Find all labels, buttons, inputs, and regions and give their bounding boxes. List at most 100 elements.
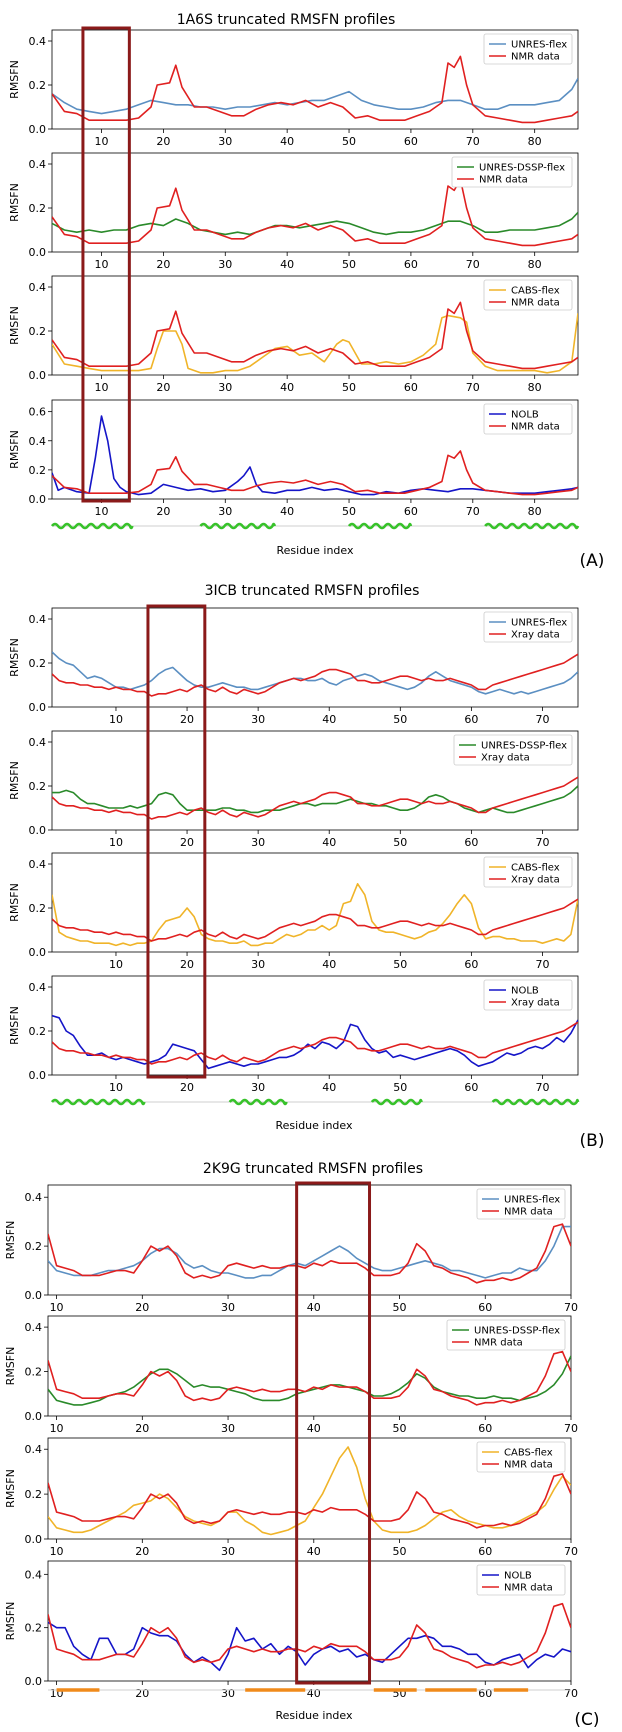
x-axis-label: Residue index (275, 1709, 353, 1722)
x-tick-label: 30 (221, 1545, 235, 1558)
y-axis-label: RMSFN (8, 430, 21, 469)
x-tick-label: 40 (307, 1422, 321, 1435)
x-tick-label: 20 (135, 1545, 149, 1558)
legend-label: Xray data (511, 998, 560, 1009)
x-tick-label: 30 (221, 1301, 235, 1314)
chart-1: 1A6S truncated RMSFN profiles 0.0 0.2 0.4 10… (8, 12, 604, 571)
series-group (52, 1014, 578, 1070)
axes-frame (51, 730, 579, 831)
x-tick-label: 60 (478, 1422, 492, 1435)
panel-label: (A) (580, 551, 605, 571)
x-tick-label: 20 (156, 381, 170, 394)
x-tick-label: 30 (218, 258, 232, 271)
y-axis-label: RMSFN (8, 638, 21, 677)
x-tick-label: 30 (221, 1422, 235, 1435)
x-tick-label: 60 (404, 381, 418, 394)
x-tick-label: 20 (156, 505, 170, 518)
secondary-structure-track (50, 1098, 580, 1106)
y-axis-label: RMSFN (4, 1602, 17, 1641)
x-tick-label: 70 (466, 135, 480, 148)
x-tick-label: 80 (528, 258, 542, 271)
y-axis-label: RMSFN (8, 183, 21, 222)
helix-segment (199, 522, 277, 530)
x-tick-label: 70 (564, 1545, 578, 1558)
series-line-nmr-data (52, 178, 578, 247)
y-tick-label: 0.4 (29, 281, 47, 294)
helix-segment (50, 1098, 146, 1106)
legend-label: Xray data (511, 875, 560, 886)
series-line-xray-data (52, 653, 578, 697)
legend-label: NMR data (479, 175, 528, 186)
y-tick-label: 0.2 (29, 202, 47, 215)
legend-label: CABS-flex (511, 286, 560, 297)
helix-segment (491, 1098, 580, 1106)
x-tick-label: 20 (156, 258, 170, 271)
y-tick-label: 0.2 (25, 1240, 43, 1253)
x-tick-label: 20 (180, 836, 194, 849)
x-tick-label: 70 (535, 1081, 549, 1094)
x-tick-label: 20 (135, 1301, 149, 1314)
legend-label: NOLB (504, 1571, 532, 1582)
y-tick-label: 0.0 (29, 1069, 47, 1082)
panel-2: 0.0 0.2 0.4 10 20 30 40 50 60 70 RMSFN UNRES-DSSP-f… (8, 730, 579, 849)
legend-label: NMR data (474, 1338, 523, 1349)
x-tick-label: 60 (478, 1687, 492, 1700)
x-tick-label: 20 (135, 1422, 149, 1435)
series-line-nolb (48, 1621, 571, 1672)
y-tick-label: 0.2 (29, 464, 47, 477)
series-line-nmr-data (48, 1473, 571, 1529)
legend-label: UNRES-flex (504, 1195, 560, 1206)
helix-segment (370, 1098, 423, 1106)
y-tick-label: 0.0 (29, 701, 47, 714)
series-line-nmr-data (52, 55, 578, 124)
x-axis-label: Residue index (275, 1119, 353, 1132)
x-tick-label: 60 (464, 713, 478, 726)
series-group (48, 1602, 571, 1672)
x-tick-label: 40 (322, 1081, 336, 1094)
x-tick-label: 80 (528, 135, 542, 148)
x-tick-label: 20 (180, 713, 194, 726)
panel-3: 0.0 0.2 0.4 10 20 30 40 50 60 70 80 RMSFN CABS-flexN… (8, 275, 579, 394)
x-tick-label: 10 (95, 381, 109, 394)
series-group (52, 301, 578, 374)
legend-label: CABS-flex (511, 863, 560, 874)
x-tick-label: 60 (464, 836, 478, 849)
legend-label: NOLB (511, 410, 539, 421)
legend-label: Xray data (481, 753, 530, 764)
axes-frame (51, 152, 579, 253)
x-tick-label: 50 (393, 836, 407, 849)
x-tick-label: 50 (393, 1301, 407, 1314)
series-line-unres-dssp-flex (48, 1355, 571, 1406)
x-tick-label: 30 (251, 1081, 265, 1094)
x-tick-label: 20 (180, 1081, 194, 1094)
y-tick-label: 0.4 (25, 1443, 43, 1456)
series-group (48, 1446, 571, 1536)
panel-label: (B) (580, 1131, 605, 1151)
x-axis-label: Residue index (276, 544, 354, 557)
series-group (52, 55, 578, 124)
panel-4: 0.0 0.2 0.4 0.6 10 20 30 40 50 60 70 80 RMSFN NOLBNMR… (8, 399, 579, 518)
legend-label: CABS-flex (504, 1448, 553, 1459)
x-tick-label: 70 (466, 381, 480, 394)
panel-2: 0.0 0.2 0.4 10 20 30 40 50 60 70 80 RMSFN UNRES-DSSP… (8, 152, 579, 271)
y-tick-label: 0.4 (25, 1568, 43, 1581)
legend-label: UNRES-flex (511, 40, 567, 51)
x-tick-label: 50 (393, 958, 407, 971)
y-axis-label: RMSFN (8, 1006, 21, 1045)
x-tick-label: 10 (95, 505, 109, 518)
chart-title: 1A6S truncated RMSFN profiles (177, 12, 396, 28)
y-tick-label: 0.0 (29, 493, 47, 506)
y-tick-label: 0.4 (25, 1321, 43, 1334)
y-tick-label: 0.2 (29, 902, 47, 915)
legend-label: NMR data (511, 298, 560, 309)
series-line-unres-flex (52, 78, 578, 115)
y-tick-label: 0.4 (29, 736, 47, 749)
series-group (52, 651, 578, 697)
series-line-nmr-data (52, 450, 578, 496)
y-tick-label: 0.6 (29, 406, 47, 419)
